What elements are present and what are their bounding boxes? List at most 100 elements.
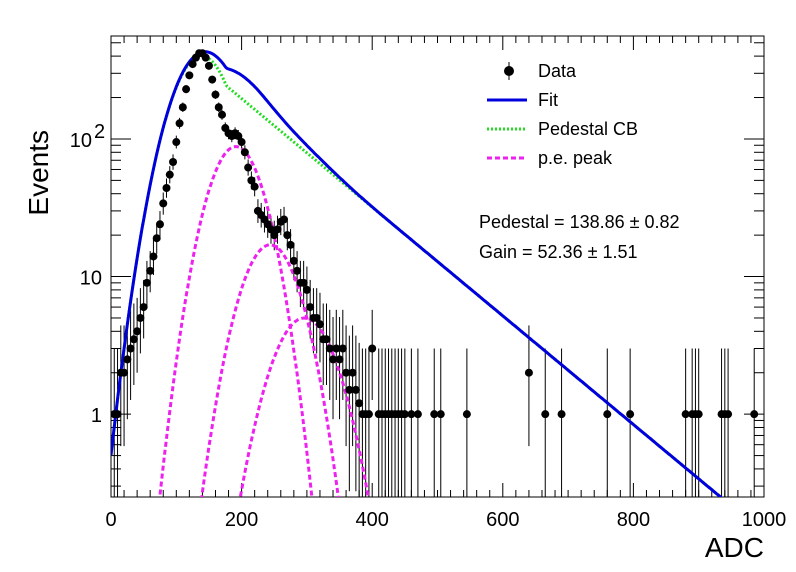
data-point <box>312 313 321 322</box>
legend: Data Fit Pedestal CB p.e. peak <box>487 61 638 168</box>
data-point <box>280 215 289 224</box>
data-point <box>136 313 145 322</box>
data-point <box>169 157 178 166</box>
data-point <box>129 335 138 344</box>
data-point <box>126 344 135 353</box>
data-point <box>165 170 174 179</box>
data-point <box>407 410 416 419</box>
data-point <box>182 85 191 94</box>
data-point <box>250 182 259 191</box>
data-point <box>681 410 690 419</box>
data-point <box>237 138 246 147</box>
data-point <box>152 234 161 243</box>
data-point <box>351 385 360 394</box>
fit-annotations: Pedestal = 138.86 ± 0.82 Gain = 52.36 ± 1… <box>479 212 680 262</box>
data-point <box>368 344 377 353</box>
pe-peak-curve <box>238 316 370 497</box>
fit-annotation: Pedestal = 138.86 ± 0.82 <box>479 212 680 232</box>
data-point <box>139 303 148 312</box>
legend-label: Pedestal CB <box>538 119 638 139</box>
data-point <box>694 410 703 419</box>
data-point <box>315 320 324 329</box>
data-point <box>724 410 733 419</box>
data-point <box>146 266 155 275</box>
data-point <box>626 410 635 419</box>
data-point <box>329 355 338 364</box>
data-point <box>188 60 197 69</box>
x-tick-label: 800 <box>617 509 650 531</box>
data-point <box>162 184 171 193</box>
data-point <box>293 266 302 275</box>
pedestal-curve <box>111 54 723 497</box>
data-point <box>113 410 122 419</box>
data-point <box>603 410 612 419</box>
data-point <box>273 225 282 234</box>
data-point <box>325 344 334 353</box>
data-point <box>244 163 253 172</box>
data-point <box>462 410 471 419</box>
data-point <box>345 385 354 394</box>
legend-label: Data <box>538 61 577 81</box>
data-point <box>338 344 347 353</box>
data-point <box>557 410 566 419</box>
data-point <box>123 355 132 364</box>
data-point <box>247 176 256 185</box>
data-point <box>541 410 550 419</box>
fit-curve <box>111 50 723 497</box>
data-point <box>289 256 298 265</box>
data-point <box>364 410 373 419</box>
y-tick-exponent: 2 <box>94 121 105 143</box>
legend-label: Fit <box>538 90 558 110</box>
data-point <box>348 368 357 377</box>
data-point <box>234 132 243 141</box>
data-point <box>524 368 533 377</box>
data-point <box>299 278 308 287</box>
data-point <box>178 103 187 112</box>
data-point <box>172 138 181 147</box>
plot-frame <box>110 35 765 498</box>
data-point <box>142 278 151 287</box>
x-tick-label: 400 <box>356 509 389 531</box>
fit-curves <box>111 50 723 497</box>
data-point <box>211 90 220 99</box>
data-point <box>400 410 409 419</box>
data-point <box>413 410 422 419</box>
data-point <box>185 71 194 80</box>
data-point <box>208 75 217 84</box>
data-point <box>286 240 295 249</box>
legend-label: p.e. peak <box>538 148 613 168</box>
data-point <box>750 410 759 419</box>
x-axis-title: ADC <box>705 532 764 563</box>
pe-peak-curve <box>200 243 340 497</box>
data-point <box>175 119 184 128</box>
data-point <box>120 368 129 377</box>
y-axis-title: Events <box>23 130 54 216</box>
data-point <box>204 61 213 70</box>
data-point <box>436 410 445 419</box>
data-point <box>214 103 223 112</box>
data-point <box>240 148 249 157</box>
y-tick-label: 1 <box>91 405 102 427</box>
data-point <box>149 252 158 261</box>
data-point <box>355 399 364 408</box>
data-point <box>322 335 331 344</box>
data-point <box>155 220 164 229</box>
data-point <box>302 285 311 294</box>
data-point <box>306 303 315 312</box>
legend-marker-data <box>504 66 514 76</box>
data-point <box>133 327 142 336</box>
data-point <box>332 344 341 353</box>
data-point <box>201 53 210 62</box>
data-point <box>283 231 292 240</box>
y-tick-label: 10 <box>80 268 102 290</box>
x-tick-label: 1000 <box>742 509 787 531</box>
pe-peak-curve <box>158 145 314 497</box>
x-tick-label: 200 <box>225 509 258 531</box>
data-point <box>159 199 168 208</box>
y-tick-label: 10 <box>70 130 92 152</box>
fit-annotation: Gain = 52.36 ± 1.51 <box>479 242 638 262</box>
data-point <box>218 110 227 119</box>
x-tick-label: 0 <box>105 509 116 531</box>
